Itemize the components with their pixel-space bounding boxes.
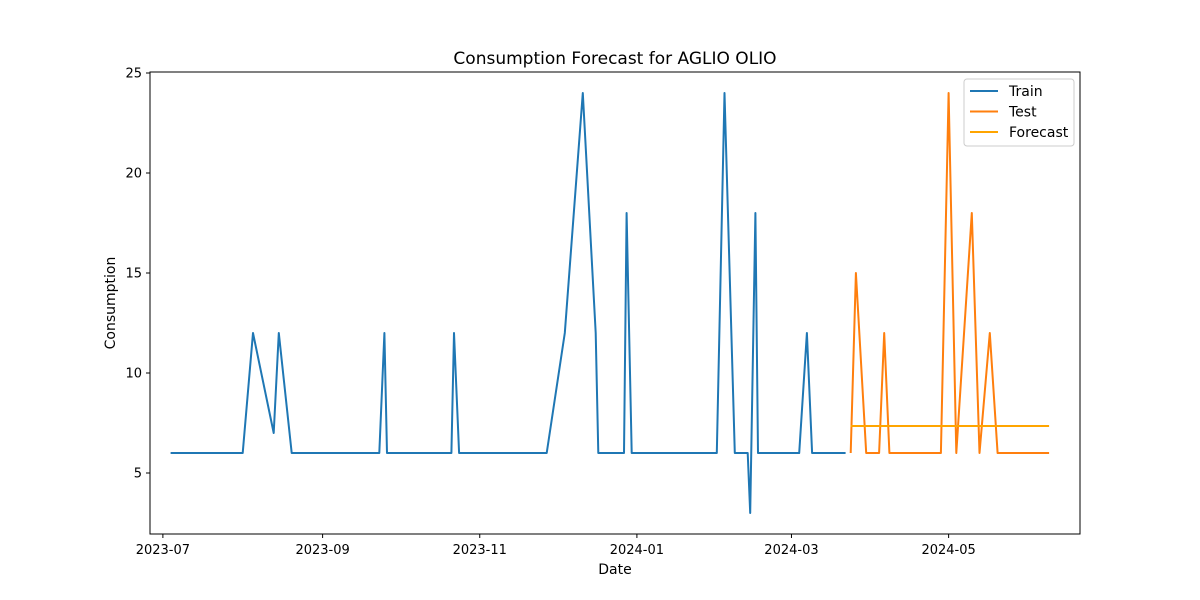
series-line-test xyxy=(849,92,1050,454)
y-tick-label: 10 xyxy=(125,367,142,382)
x-axis: 2023-07 2023-09 2023-11 2024-01 2024-03 2024-… xyxy=(136,534,976,558)
x-tick-label: 2023-07 xyxy=(136,543,190,558)
x-tick-label: 2024-05 xyxy=(921,543,975,558)
y-tick-label: 15 xyxy=(125,267,142,282)
legend-label-forecast: Forecast xyxy=(1009,125,1069,141)
x-tick-label: 2023-09 xyxy=(295,543,349,558)
x-tick-label: 2024-03 xyxy=(764,543,818,558)
y-tick-label: 25 xyxy=(125,67,142,82)
x-tick-label: 2023-11 xyxy=(453,543,507,558)
legend-label-train: Train xyxy=(1008,84,1043,100)
legend: Train Test Forecast xyxy=(963,78,1075,147)
legend-frame xyxy=(963,78,1075,147)
y-axis-title: Consumption xyxy=(103,257,119,350)
y-tick-label: 20 xyxy=(125,167,142,182)
x-axis-title: Date xyxy=(598,562,631,578)
x-tick-label: 2024-01 xyxy=(610,543,664,558)
series-line-train xyxy=(170,92,846,514)
series-layer xyxy=(170,92,1050,514)
chart-title: Consumption Forecast for AGLIO OLIO xyxy=(453,49,776,69)
plot-frame xyxy=(149,71,1081,535)
y-axis: 5 10 15 20 25 xyxy=(125,67,150,482)
y-tick-label: 5 xyxy=(134,467,142,482)
legend-label-test: Test xyxy=(1008,105,1037,121)
